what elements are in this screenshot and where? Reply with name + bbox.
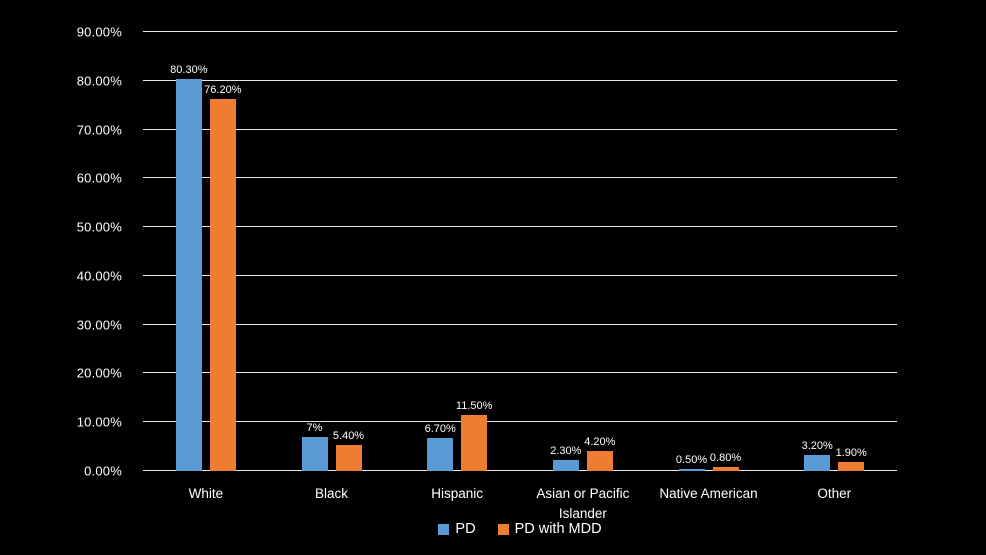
bar-value-label: 76.20%	[204, 84, 242, 97]
bar-pd: 3.20%	[802, 440, 833, 471]
bar-pd: 0.50%	[676, 454, 707, 471]
bar-value-label: 7%	[306, 421, 323, 434]
chart-legend: PD PD with MDD	[143, 521, 897, 537]
category-label: Asian or Pacific Islander	[536, 486, 630, 522]
bar-value-label: 0.50%	[675, 453, 708, 466]
legend-color-swatch-icon	[497, 523, 509, 535]
gridline	[143, 323, 897, 325]
gridline	[143, 31, 897, 32]
bar-value-label: 3.20%	[801, 440, 833, 453]
bar-value-label: 1.90%	[835, 446, 867, 459]
y-axis-tick-label: 50.00%	[76, 219, 122, 235]
category-group: 0.50% 0.80%	[646, 32, 772, 471]
category-group: 80.30% 76.20%	[143, 32, 269, 471]
legend-label: PD with MDD	[514, 521, 602, 537]
bar-pd-with-mdd: 1.90%	[836, 447, 867, 471]
y-axis-tick-label: 80.00%	[76, 73, 122, 89]
legend-item: PD with MDD	[497, 521, 602, 537]
gridline	[143, 274, 897, 276]
legend-color-swatch-icon	[438, 523, 450, 535]
y-axis-tick-label: 60.00%	[76, 170, 122, 186]
bar-value-label: 6.70%	[424, 423, 456, 436]
legend-item: PD	[438, 521, 476, 537]
bar-value-label: 80.30%	[170, 64, 208, 77]
bar-pd-with-mdd: 11.50%	[456, 400, 492, 471]
category-label: Other	[817, 486, 852, 501]
category-group: 2.30% 4.20%	[520, 32, 646, 471]
bar-value-label: 5.40%	[332, 429, 365, 442]
gridline	[143, 226, 897, 228]
bar-pd-with-mdd: 0.80%	[710, 452, 741, 471]
gridline	[143, 79, 897, 81]
x-axis-line	[143, 470, 897, 471]
category-label: Hispanic	[431, 486, 484, 501]
bar-value-label: 11.50%	[455, 399, 493, 412]
category-group: 7% 5.40%	[269, 32, 395, 471]
category-group: 3.20% 1.90%	[771, 32, 897, 471]
y-axis-tick-label: 40.00%	[76, 268, 122, 284]
gridline	[143, 128, 897, 130]
bar-pd-with-mdd: 5.40%	[333, 430, 364, 471]
y-axis-tick-label: 90.00%	[76, 24, 122, 40]
y-axis-tick-label: 0.00%	[84, 463, 122, 479]
bar-pd-with-mdd: 4.20%	[584, 436, 615, 471]
bar-pd: 80.30%	[170, 64, 207, 471]
bar-pd-with-mdd: 76.20%	[204, 84, 241, 471]
bar-value-label: 0.80%	[709, 452, 742, 465]
y-axis-tick-label: 10.00%	[76, 414, 122, 430]
legend-label: PD	[455, 521, 476, 537]
x-axis-labels: White Black Hispanic Asian or Pacific Islan…	[143, 484, 897, 525]
category-label: White	[188, 486, 224, 501]
plot-area: 0.00% 10.00% 20.00% 30.00% 40.00% 50.00% 60.00…	[77, 25, 897, 521]
bar-value-label: 2.30%	[550, 444, 582, 457]
category-group: 6.70% 11.50%	[394, 32, 520, 471]
gridline	[143, 177, 897, 179]
bars-row: 80.30% 76.20% 7% 5.40% 6.70% 11.50% 2.30% 4.20%…	[143, 32, 897, 471]
y-axis-tick-label: 30.00%	[76, 317, 122, 333]
y-axis-tick-label: 20.00%	[76, 365, 122, 381]
gridline	[143, 421, 897, 423]
bar-value-label: 4.20%	[584, 435, 616, 448]
gridline	[143, 372, 897, 374]
bar-pd: 2.30%	[550, 445, 581, 471]
category-label: Native American	[659, 486, 758, 501]
bar-pd: 6.70%	[425, 423, 456, 471]
bar-pd: 7%	[301, 422, 328, 471]
y-axis-tick-label: 70.00%	[76, 122, 122, 138]
category-label: Black	[315, 486, 349, 501]
